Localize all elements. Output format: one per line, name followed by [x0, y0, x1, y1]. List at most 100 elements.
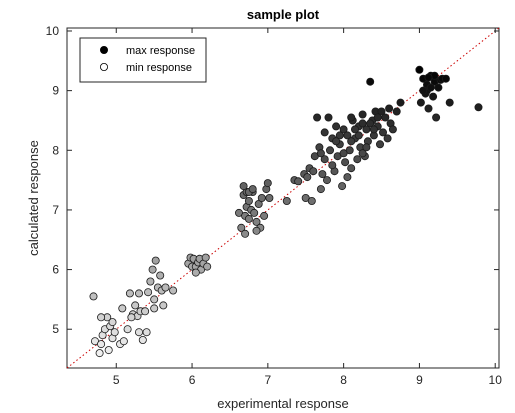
data-point: [373, 113, 382, 122]
data-point: [142, 328, 151, 337]
data-point: [339, 125, 348, 134]
data-point: [203, 262, 212, 271]
data-point: [127, 313, 136, 322]
data-point: [432, 113, 441, 122]
data-point: [252, 226, 261, 235]
y-tick-label: 5: [52, 322, 59, 336]
data-point: [324, 113, 333, 122]
legend: max response min response: [79, 37, 207, 83]
data-point: [95, 349, 104, 358]
data-point: [260, 211, 269, 220]
x-tick-label: 10: [489, 373, 503, 387]
data-point: [415, 65, 424, 74]
data-point: [104, 346, 113, 355]
data-point: [265, 193, 274, 202]
data-point: [309, 167, 318, 176]
data-point: [257, 193, 266, 202]
data-point: [169, 286, 178, 295]
legend-box: [79, 37, 207, 83]
data-point: [343, 173, 352, 182]
data-point: [445, 98, 454, 107]
data-point: [320, 128, 329, 137]
data-point: [125, 289, 134, 298]
data-point: [347, 113, 356, 122]
data-point: [441, 74, 450, 83]
data-point: [303, 173, 312, 182]
data-point: [385, 104, 394, 113]
data-point: [424, 104, 433, 113]
data-point: [375, 140, 384, 149]
data-point: [97, 340, 106, 349]
data-point: [358, 119, 367, 128]
data-point: [201, 253, 210, 262]
data-point: [118, 304, 127, 313]
points-layer: [89, 65, 483, 358]
data-point: [347, 137, 356, 146]
data-point: [150, 304, 159, 313]
data-point: [429, 92, 438, 101]
data-point: [424, 73, 433, 82]
legend-label: min response: [126, 62, 192, 74]
data-point: [366, 119, 375, 128]
data-point: [239, 182, 248, 191]
data-point: [419, 86, 428, 95]
data-point: [434, 83, 443, 92]
data-point: [250, 208, 259, 217]
chart-title: sample plot: [247, 7, 320, 22]
data-point: [89, 292, 98, 301]
x-tick-label: 6: [189, 373, 196, 387]
data-point: [307, 196, 316, 205]
x-tick-label: 5: [113, 373, 120, 387]
data-point: [151, 256, 160, 265]
data-point: [426, 83, 435, 92]
data-point: [241, 229, 250, 238]
data-point: [474, 103, 483, 112]
ticks-layer: 5 6 7 8 9 10 5 6 7 8 9 10: [46, 24, 503, 387]
data-point: [358, 149, 367, 158]
y-tick-label: 10: [46, 24, 60, 38]
data-point: [377, 107, 386, 116]
data-point: [335, 131, 344, 140]
data-point: [388, 125, 397, 134]
data-point: [252, 217, 261, 226]
data-point: [282, 196, 291, 205]
data-point: [332, 122, 341, 131]
x-axis-label: experimental response: [217, 396, 349, 411]
data-point: [381, 113, 390, 122]
data-point: [416, 98, 425, 107]
data-point: [369, 125, 378, 134]
data-point: [322, 176, 331, 185]
data-point: [146, 277, 155, 286]
data-point: [131, 301, 140, 310]
x-tick-label: 7: [264, 373, 271, 387]
data-point: [358, 110, 367, 119]
data-point: [156, 271, 165, 280]
data-point: [141, 307, 150, 316]
legend-label: max response: [126, 45, 195, 57]
data-point: [313, 113, 322, 122]
data-point: [237, 223, 246, 232]
data-point: [119, 337, 128, 346]
data-point: [316, 185, 325, 194]
x-tick-label: 8: [340, 373, 347, 387]
data-point: [328, 161, 337, 170]
data-point: [138, 335, 147, 344]
data-point: [366, 77, 375, 86]
data-point: [354, 131, 363, 140]
data-point: [263, 179, 272, 188]
data-point: [332, 137, 341, 146]
data-point: [244, 196, 253, 205]
data-point: [392, 107, 401, 116]
y-axis-label: calculated response: [26, 140, 41, 256]
data-point: [343, 131, 352, 140]
data-point: [191, 268, 200, 277]
data-point: [123, 325, 132, 334]
data-point: [316, 149, 325, 158]
data-point: [339, 149, 348, 158]
data-point: [318, 170, 327, 179]
data-point: [110, 328, 119, 337]
data-point: [325, 146, 334, 155]
data-point: [97, 313, 106, 322]
data-point: [396, 98, 405, 107]
y-tick-label: 8: [52, 143, 59, 157]
